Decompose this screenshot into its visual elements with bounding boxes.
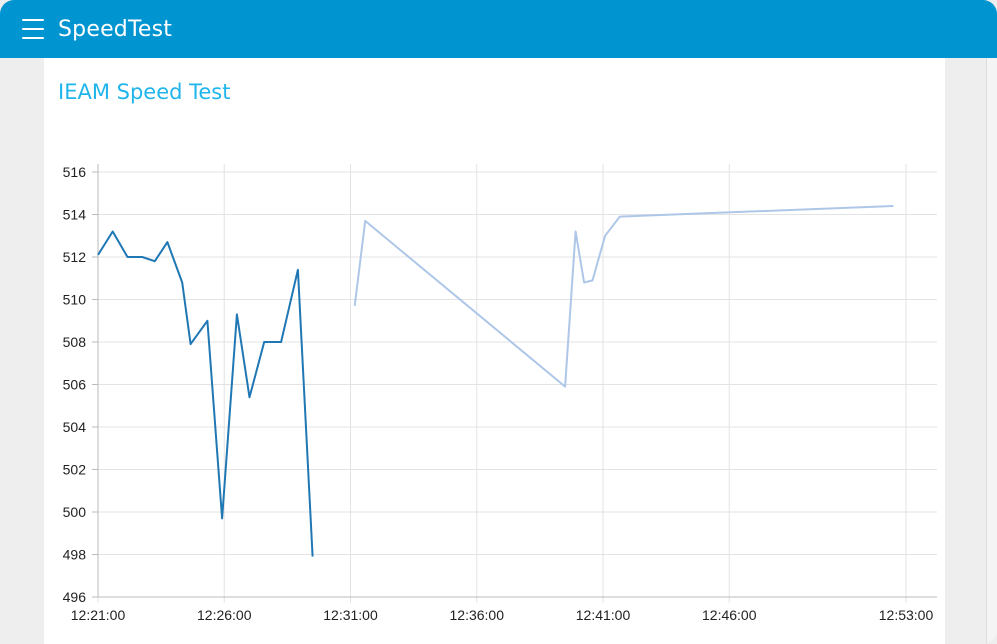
page-scrollbar[interactable] bbox=[986, 58, 997, 644]
x-tick-label: 12:31:00 bbox=[323, 607, 378, 623]
x-tick-label: 12:21:00 bbox=[71, 607, 126, 623]
y-tick-label: 504 bbox=[63, 419, 87, 435]
app-title: SpeedTest bbox=[58, 16, 173, 42]
y-tick-label: 500 bbox=[63, 504, 87, 520]
y-tick-label: 506 bbox=[63, 377, 87, 393]
top-app-bar: SpeedTest bbox=[0, 0, 997, 58]
x-tick-label: 12:41:00 bbox=[576, 607, 631, 623]
y-tick-label: 502 bbox=[63, 462, 87, 478]
x-tick-label: 12:46:00 bbox=[702, 607, 757, 623]
y-tick-label: 508 bbox=[63, 334, 87, 350]
x-tick-label: 12:36:00 bbox=[450, 607, 505, 623]
x-tick-label: 12:26:00 bbox=[197, 607, 252, 623]
y-tick-label: 510 bbox=[63, 292, 87, 308]
y-tick-label: 512 bbox=[63, 249, 87, 265]
y-tick-label: 498 bbox=[63, 547, 87, 563]
chart-card-title: IEAM Speed Test bbox=[58, 80, 231, 104]
series-line-2 bbox=[353, 205, 894, 388]
chart-card: IEAM Speed Test bbox=[44, 58, 945, 644]
series-line-1 bbox=[97, 230, 314, 557]
x-tick-label: 12:53:00 bbox=[879, 607, 934, 623]
y-tick-label: 516 bbox=[63, 164, 87, 180]
hamburger-menu-icon[interactable] bbox=[22, 19, 46, 39]
y-tick-label: 514 bbox=[63, 207, 87, 223]
y-tick-label: 496 bbox=[63, 589, 87, 605]
